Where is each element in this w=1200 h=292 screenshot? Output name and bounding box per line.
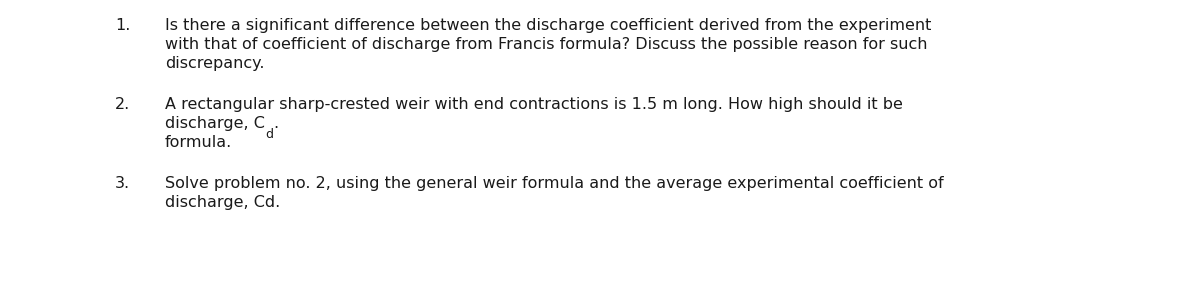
Text: 2.: 2. xyxy=(115,97,131,112)
Text: .: . xyxy=(272,116,278,131)
Text: 1.: 1. xyxy=(115,18,131,33)
Text: discrepancy.: discrepancy. xyxy=(166,56,264,71)
Text: Is there a significant difference between the discharge coefficient derived from: Is there a significant difference betwee… xyxy=(166,18,931,33)
Text: 3.: 3. xyxy=(115,176,130,191)
Text: d: d xyxy=(265,128,272,141)
Text: discharge, Cd.: discharge, Cd. xyxy=(166,195,281,210)
Text: A rectangular sharp-crested weir with end contractions is 1.5 m long. How high s: A rectangular sharp-crested weir with en… xyxy=(166,97,902,112)
Text: with that of coefficient of discharge from Francis formula? Discuss the possible: with that of coefficient of discharge fr… xyxy=(166,37,928,52)
Text: formula.: formula. xyxy=(166,135,233,150)
Text: Solve problem no. 2, using the general weir formula and the average experimental: Solve problem no. 2, using the general w… xyxy=(166,176,943,191)
Text: discharge, C: discharge, C xyxy=(166,116,265,131)
